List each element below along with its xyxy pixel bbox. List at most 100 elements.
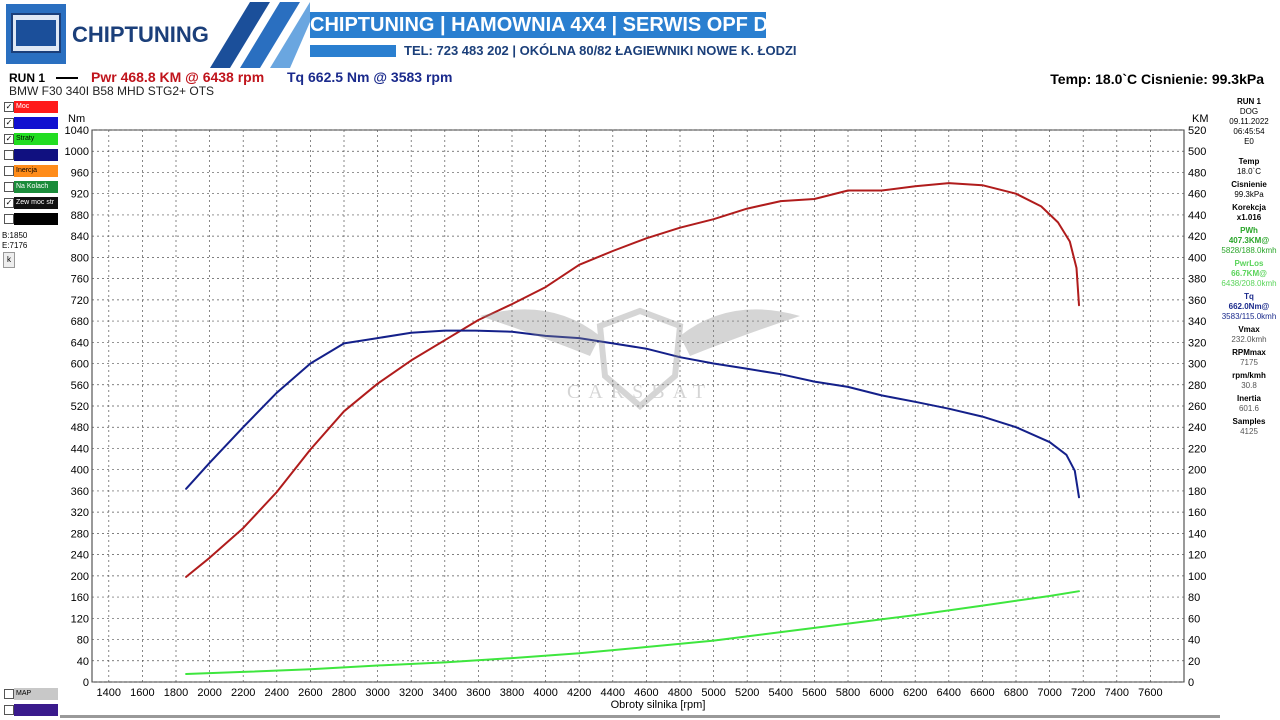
k-button[interactable]: k — [3, 252, 15, 268]
info-pwrlos-label: PwrLos — [1234, 259, 1264, 268]
y-left-tick-label: 320 — [71, 507, 89, 519]
y-right-tick-label: 160 — [1188, 507, 1206, 519]
y-left-tick-label: 80 — [77, 635, 89, 647]
logo-text: CHIPTUNING — [72, 22, 209, 47]
legend-item[interactable]: ✓ Straty — [2, 133, 58, 146]
legend-checkbox[interactable]: ✓ — [4, 118, 14, 128]
car-description: BMW F30 340I B58 MHD STG2+ OTS — [9, 84, 215, 98]
legend-checkbox[interactable]: ✓ — [4, 134, 14, 144]
e-value: E:7176 — [2, 241, 28, 250]
x-tick-label: 6200 — [903, 687, 927, 699]
y-right-tick-label: 500 — [1188, 146, 1206, 158]
y-left-tick-label: 120 — [71, 613, 89, 625]
y-left-tick-label: 560 — [71, 380, 89, 392]
legend-item[interactable]: ✓ Moc — [2, 101, 58, 114]
y-right-tick-label: 80 — [1188, 592, 1200, 604]
b-value: B:1850 — [2, 231, 28, 240]
x-tick-label: 2400 — [265, 687, 289, 699]
info-code: E0 — [1244, 137, 1254, 146]
map-checkbox[interactable] — [4, 689, 14, 699]
info-pwrlos-sub: 6438/208.0kmh — [1221, 279, 1277, 288]
y-left-tick-label: 280 — [71, 528, 89, 540]
info-name: DOG — [1239, 107, 1259, 116]
x-tick-label: 4200 — [567, 687, 591, 699]
x-tick-label: 5800 — [836, 687, 860, 699]
x-tick-label: 4000 — [533, 687, 557, 699]
y-right-tick-label: 420 — [1188, 231, 1206, 243]
x-tick-label: 6400 — [937, 687, 961, 699]
x-tick-label: 3800 — [500, 687, 524, 699]
x-tick-label: 5000 — [701, 687, 725, 699]
y-left-tick-label: 1000 — [65, 146, 89, 158]
legend-item[interactable]: ✓ Zew moc str — [2, 197, 58, 210]
y-left-tick-label: 360 — [71, 486, 89, 498]
info-temp-label: Temp — [1238, 157, 1260, 166]
y-right-tick-label: 100 — [1188, 571, 1206, 583]
extra-checkbox[interactable] — [4, 705, 14, 715]
info-corr: x1.016 — [1236, 213, 1262, 222]
y-left-tick-label: 200 — [71, 571, 89, 583]
extra-label — [14, 704, 58, 716]
x-tick-label: 4600 — [634, 687, 658, 699]
y-right-tick-label: 220 — [1188, 443, 1206, 455]
extra-toggle[interactable] — [2, 704, 58, 717]
info-tq-sub: 3583/115.0kmh — [1221, 312, 1277, 321]
x-tick-label: 1600 — [130, 687, 154, 699]
y-right-tick-label: 140 — [1188, 528, 1206, 540]
x-tick-label: 4400 — [601, 687, 625, 699]
legend-item[interactable]: Na Kolach — [2, 181, 58, 194]
y-right-tick-label: 320 — [1188, 337, 1206, 349]
y-right-tick-label: 380 — [1188, 274, 1206, 286]
y-left-tick-label: 240 — [71, 550, 89, 562]
watermark-logo: CARSBAT — [480, 307, 800, 410]
info-vmax: 232.0kmh — [1231, 335, 1267, 344]
legend-checkbox[interactable]: ✓ — [4, 198, 14, 208]
x-tick-label: 1800 — [164, 687, 188, 699]
legend-checkbox[interactable] — [4, 166, 14, 176]
x-tick-label: 2000 — [197, 687, 221, 699]
x-tick-label: 7200 — [1071, 687, 1095, 699]
legend-checkbox[interactable] — [4, 150, 14, 160]
y-right-tick-label: 0 — [1188, 677, 1194, 689]
x-tick-label: 1400 — [97, 687, 121, 699]
y-left-tick-label: 640 — [71, 337, 89, 349]
y-right-axis-label: KM — [1192, 113, 1209, 125]
legend-item[interactable]: ✓ — [2, 117, 58, 130]
x-tick-label: 2600 — [298, 687, 322, 699]
info-pwh-sub: 5828/188.0kmh — [1221, 246, 1277, 255]
legend-swatch: Na Kolach — [14, 181, 58, 193]
info-pwrlos: 66.7KM@ — [1231, 269, 1267, 278]
legend-swatch: Straty — [14, 133, 58, 145]
x-tick-label: 5400 — [769, 687, 793, 699]
bottom-divider — [60, 715, 1220, 718]
y-left-tick-label: 960 — [71, 167, 89, 179]
x-tick-label: 3200 — [399, 687, 423, 699]
x-tick-label: 7600 — [1138, 687, 1162, 699]
legend-item[interactable] — [2, 149, 58, 162]
x-tick-label: 5600 — [802, 687, 826, 699]
y-left-tick-label: 920 — [71, 189, 89, 201]
y-left-tick-label: 400 — [71, 465, 89, 477]
legend-checkbox[interactable]: ✓ — [4, 102, 14, 112]
info-rpmmax: 7175 — [1240, 358, 1258, 367]
y-left-tick-label: 0 — [83, 677, 89, 689]
legend-swatch: Moc — [14, 101, 58, 113]
header-banner: CHIPTUNING | HAMOWNIA 4X4 | SERWIS OPF D… — [310, 12, 766, 38]
legend-checkbox[interactable] — [4, 182, 14, 192]
x-tick-label: 6800 — [1004, 687, 1028, 699]
y-right-tick-label: 460 — [1188, 189, 1206, 201]
run-info-panel: RUN 1 DOG 09.11.2022 06:45:54 E0 Temp 18… — [1220, 97, 1278, 440]
legend-item[interactable] — [2, 213, 58, 226]
legend-item[interactable]: Inercja — [2, 165, 58, 178]
x-axis-label: Obroty silnika [rpm] — [611, 699, 706, 711]
legend-swatch: Zew moc str — [14, 197, 58, 209]
y-left-tick-label: 40 — [77, 656, 89, 668]
y-right-tick-label: 340 — [1188, 316, 1206, 328]
map-toggle[interactable]: MAP — [2, 688, 58, 701]
legend-checkbox[interactable] — [4, 214, 14, 224]
y-left-tick-label: 680 — [71, 316, 89, 328]
y-right-tick-label: 480 — [1188, 167, 1206, 179]
info-tq-label: Tq — [1244, 292, 1254, 301]
info-samples: 4125 — [1240, 427, 1258, 436]
info-tq: 662.0Nm@ — [1228, 302, 1270, 311]
